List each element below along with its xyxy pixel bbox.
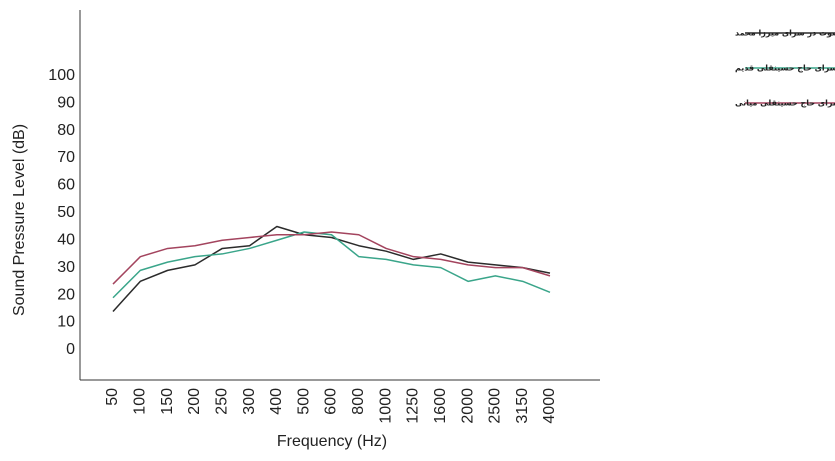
line-series bbox=[113, 232, 550, 298]
x-tick-label: 400 bbox=[268, 388, 285, 415]
y-tick-label: 80 bbox=[57, 122, 75, 139]
x-tick-label: 1250 bbox=[405, 388, 422, 424]
x-tick-label: 500 bbox=[295, 388, 312, 415]
y-tick-label: 0 bbox=[66, 341, 75, 358]
line-series bbox=[113, 232, 550, 284]
x-axis-label: Frequency (Hz) bbox=[277, 433, 387, 450]
y-tick-label: 70 bbox=[57, 149, 75, 166]
y-tick-label: 10 bbox=[57, 314, 75, 331]
x-tick-label: 150 bbox=[159, 388, 176, 415]
x-tick-label: 3150 bbox=[514, 388, 531, 424]
y-tick-label: 40 bbox=[57, 231, 75, 248]
x-tick-label: 300 bbox=[241, 388, 258, 415]
y-tick-label: 90 bbox=[57, 94, 75, 111]
chart: Sound Pressure Level (dB) Frequency (Hz)… bbox=[0, 0, 835, 461]
x-tick-label: 1000 bbox=[377, 388, 394, 424]
x-tick-label: 4000 bbox=[541, 388, 558, 424]
legend-label: میانگین مقادیر میانگینی تراز فشار صوت در… bbox=[735, 28, 835, 38]
x-tick-label: 100 bbox=[132, 388, 149, 415]
y-axis-label: Sound Pressure Level (dB) bbox=[11, 124, 28, 316]
y-tick-label: 20 bbox=[57, 286, 75, 303]
line-series bbox=[113, 227, 550, 312]
y-tick-label: 100 bbox=[48, 67, 75, 84]
legend-label: میانگین مقادیر میانگینی تراز فشار صوت در… bbox=[735, 63, 835, 73]
x-tick-label: 800 bbox=[350, 388, 367, 415]
x-tick-label: 600 bbox=[323, 388, 340, 415]
y-tick-label: 50 bbox=[57, 204, 75, 221]
legend-label: میانگین مقادیر میانگینی تراز فشار صوت در… bbox=[735, 98, 835, 108]
x-tick-label: 200 bbox=[186, 388, 203, 415]
x-tick-label: 2000 bbox=[459, 388, 476, 424]
x-tick-label: 1600 bbox=[432, 388, 449, 424]
x-tick-label: 2500 bbox=[487, 388, 504, 424]
x-tick-label: 250 bbox=[213, 388, 230, 415]
x-tick-label: 50 bbox=[104, 388, 121, 406]
y-tick-label: 60 bbox=[57, 177, 75, 194]
y-tick-label: 30 bbox=[57, 259, 75, 276]
